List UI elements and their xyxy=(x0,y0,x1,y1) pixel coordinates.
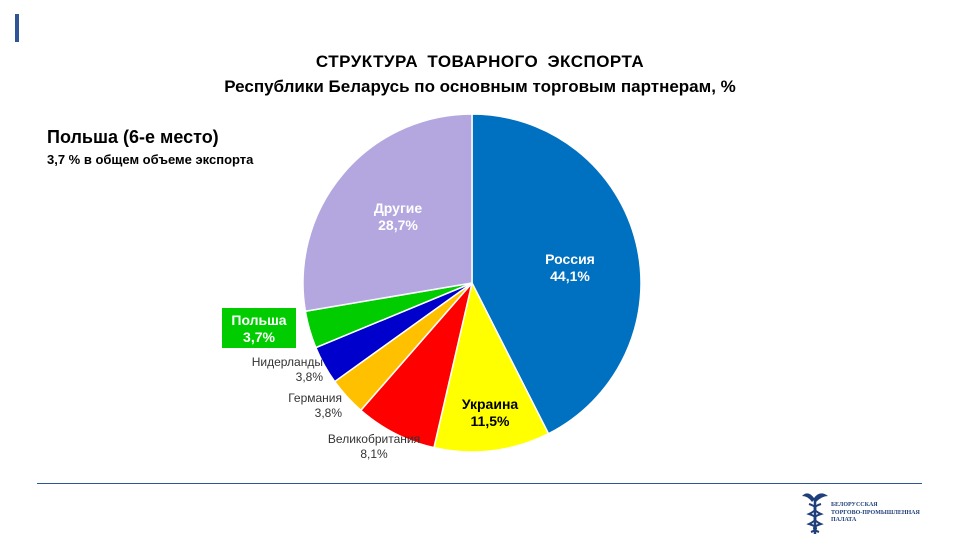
slice-value-label: 8,1% xyxy=(360,447,388,461)
slice-value-label: 11,5% xyxy=(471,413,510,429)
slice-name-label: Германия xyxy=(288,391,342,405)
slice-value-label: 3,7% xyxy=(243,329,275,345)
chart-subtitle: Республики Беларусь по основным торговым… xyxy=(224,77,736,96)
highlight-subline: 3,7 % в общем объеме экспорта xyxy=(47,152,254,167)
highlight-headline: Польша (6-е место) xyxy=(47,127,219,147)
slice-name-label: Россия xyxy=(545,251,595,267)
chart-title: СТРУКТУРА ТОВАРНОГО ЭКСПОРТА xyxy=(315,52,645,71)
pie-slice-другие xyxy=(302,113,473,313)
slice-value-label: 28,7% xyxy=(378,217,418,233)
slice-label-box xyxy=(222,308,296,348)
slice-name-label: Великобритания xyxy=(328,432,420,446)
pie-slice-россия xyxy=(471,113,642,435)
footer-divider xyxy=(37,483,922,484)
caduceus-icon xyxy=(802,493,828,534)
slice-name-label: Другие xyxy=(374,200,423,216)
slice-name-label: Польша xyxy=(231,312,286,328)
accent-bar xyxy=(15,14,19,42)
slice-name-label: Украина xyxy=(462,396,519,412)
slice-value-label: 3,8% xyxy=(315,406,343,420)
chamber-logo-text: БЕЛОРУССКАЯ ТОРГОВО-ПРОМЫШЛЕННАЯ ПАЛАТА xyxy=(831,502,920,523)
slice-name-label: Нидерланды xyxy=(252,355,323,369)
slice-value-label: 3,8% xyxy=(296,370,324,384)
chamber-logo: БЕЛОРУССКАЯ ТОРГОВО-ПРОМЫШЛЕННАЯ ПАЛАТА xyxy=(800,490,940,535)
slice-value-label: 44,1% xyxy=(550,268,590,284)
